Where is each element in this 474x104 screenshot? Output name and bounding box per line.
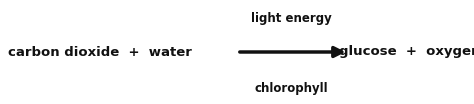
Text: chlorophyll: chlorophyll bbox=[255, 82, 328, 95]
Text: glucose  +  oxygen: glucose + oxygen bbox=[339, 46, 474, 58]
Text: carbon dioxide  +  water: carbon dioxide + water bbox=[8, 46, 191, 58]
Text: light energy: light energy bbox=[251, 12, 332, 25]
